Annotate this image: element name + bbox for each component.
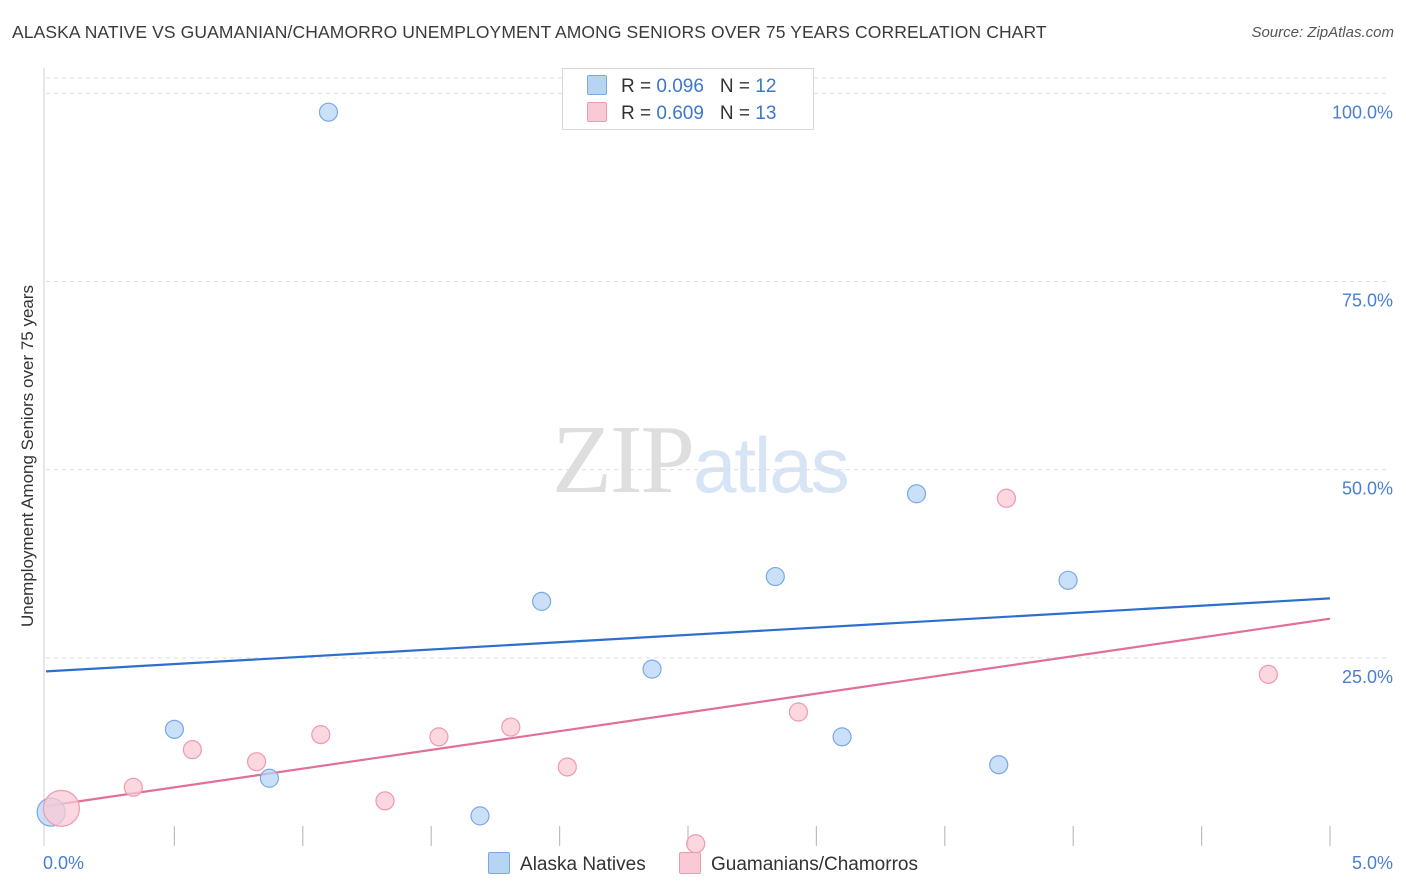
legend-swatch-pink (587, 102, 607, 122)
point-alaska-natives (832, 727, 852, 747)
point-alaska-natives (642, 659, 662, 679)
legend-label: Guamanians/Chamorros (710, 854, 918, 875)
legend-swatch-blue (488, 852, 511, 874)
legend-label: Alaska Natives (520, 854, 646, 875)
legend-r-label: R = (621, 76, 657, 97)
correlation-legend: R = 0.096 N = 12 R = 0.609 N = 13 (562, 68, 814, 130)
watermark-atlas: atlas (693, 421, 850, 509)
trend-lines (45, 597, 1331, 808)
point-guamanians (686, 834, 706, 854)
legend-r-value: 0.609 (656, 103, 704, 124)
point-alaska-natives (532, 591, 552, 611)
trend-line-alaska-natives (45, 597, 1331, 673)
point-alaska-natives (1058, 570, 1078, 590)
trend-line-guamanians (45, 617, 1331, 808)
point-guamanians (123, 777, 143, 797)
point-alaska-natives (259, 768, 280, 788)
point-guamanians (246, 752, 267, 772)
legend-item-guamanians: Guamanians/Chamorros (678, 852, 918, 876)
legend-swatch-blue (587, 75, 607, 95)
x-tick-labels: 0.0% 5.0% (43, 853, 1393, 873)
point-guamanians (996, 488, 1017, 508)
legend-n-label: N = (719, 76, 756, 97)
legend-r-value: 0.096 (656, 76, 704, 97)
y-axis-label: Unemployment Among Seniors over 75 years (18, 285, 37, 627)
y-tick-label: 100.0% (1332, 102, 1393, 122)
point-guamanians (1258, 664, 1278, 684)
data-points (36, 102, 1278, 854)
y-tick-label: 50.0% (1342, 479, 1393, 499)
source-label: Source: ZipAtlas.com (1251, 24, 1394, 41)
y-tick-labels: 25.0% 50.0% 75.0% 100.0% (1332, 102, 1393, 686)
point-guamanians (42, 789, 81, 827)
x-tick-label: 0.0% (43, 853, 84, 873)
watermark-zip: ZIP (552, 406, 695, 514)
chart-title: ALASKA NATIVE VS GUAMANIAN/CHAMORRO UNEM… (12, 22, 1047, 42)
point-alaska-natives (906, 484, 927, 504)
grid (46, 77, 1390, 659)
legend-swatch-pink (678, 852, 701, 874)
point-alaska-natives (765, 566, 785, 587)
watermark: ZIPatlas (552, 402, 850, 516)
axes (43, 68, 1331, 846)
point-alaska-natives (318, 102, 339, 122)
point-alaska-natives (470, 806, 490, 826)
y-tick-label: 25.0% (1342, 667, 1393, 687)
legend-n-value: 12 (755, 76, 777, 97)
point-alaska-natives (989, 755, 1009, 775)
point-guamanians (788, 702, 809, 722)
point-guamanians (429, 727, 449, 747)
point-guamanians (375, 791, 395, 811)
legend-row-alaska-natives: R = 0.096 N = 12 (587, 75, 776, 99)
point-guamanians (557, 757, 577, 777)
y-tick-label: 75.0% (1342, 291, 1393, 311)
legend-item-alaska-natives: Alaska Natives (488, 852, 646, 876)
legend-r-label: R = (621, 103, 657, 124)
point-guamanians (501, 717, 521, 737)
legend-row-guamanians: R = 0.609 N = 13 (587, 102, 776, 126)
series-legend: Alaska Natives Guamanians/Chamorros (0, 852, 1406, 876)
x-tick-label: 5.0% (1352, 853, 1393, 873)
legend-n-label: N = (719, 103, 756, 124)
point-guamanians (182, 740, 202, 760)
point-alaska-natives (164, 719, 184, 739)
legend-n-value: 13 (755, 103, 777, 124)
point-guamanians (311, 725, 331, 745)
